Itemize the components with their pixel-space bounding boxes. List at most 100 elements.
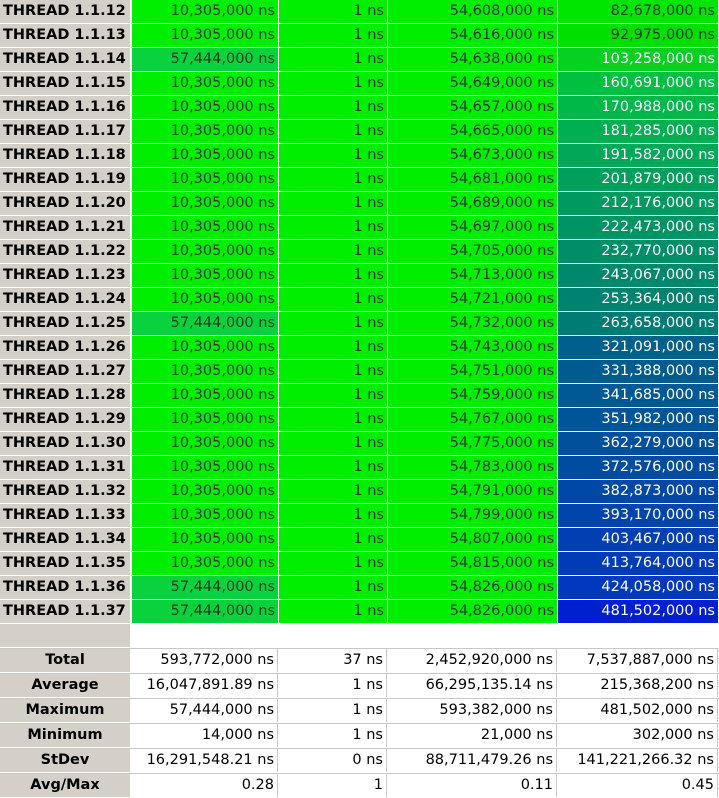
cell-time: 57,444,000 ns (132, 600, 278, 623)
row-header[interactable]: THREAD 1.1.20 (0, 192, 131, 215)
summary-label[interactable]: Average (0, 674, 131, 697)
cell-total-time: 201,879,000 ns (558, 168, 718, 191)
cell-wait-time: 54,697,000 ns (388, 216, 557, 239)
cell-time: 10,305,000 ns (132, 408, 278, 431)
cell-time: 10,305,000 ns (132, 144, 278, 167)
cell-wait-time: 54,775,000 ns (388, 432, 557, 455)
summary-value: 1 ns (279, 674, 387, 697)
cell-time: 10,305,000 ns (132, 72, 278, 95)
row-header[interactable]: THREAD 1.1.32 (0, 480, 131, 503)
cell-wait-time: 54,713,000 ns (388, 264, 557, 287)
cell-min-time: 1 ns (279, 48, 387, 71)
cell-total-time: 160,691,000 ns (558, 72, 718, 95)
table-row: THREAD 1.1.17 10,305,000 ns 1 ns 54,665,000… (0, 120, 719, 144)
cell-min-time: 1 ns (279, 312, 387, 335)
summary-value: 66,295,135.14 ns (388, 674, 557, 697)
row-header[interactable]: THREAD 1.1.36 (0, 576, 131, 599)
row-header[interactable]: THREAD 1.1.34 (0, 528, 131, 551)
summary-label[interactable]: Avg/Max (0, 774, 131, 797)
table-row: THREAD 1.1.36 57,444,000 ns 1 ns 54,826,000… (0, 576, 719, 600)
row-header[interactable] (0, 624, 131, 647)
table-row: THREAD 1.1.35 10,305,000 ns 1 ns 54,815,000… (0, 552, 719, 576)
cell-time: 57,444,000 ns (132, 48, 278, 71)
cell-wait-time: 54,689,000 ns (388, 192, 557, 215)
table-row: THREAD 1.1.24 10,305,000 ns 1 ns 54,721,000… (0, 288, 719, 312)
row-header[interactable]: THREAD 1.1.23 (0, 264, 131, 287)
cell-total-time: 341,685,000 ns (558, 384, 718, 407)
cell-min-time: 1 ns (279, 216, 387, 239)
row-header[interactable]: THREAD 1.1.18 (0, 144, 131, 167)
cell-time: 10,305,000 ns (132, 456, 278, 479)
cell-total-time: 263,658,000 ns (558, 312, 718, 335)
row-header[interactable]: THREAD 1.1.12 (0, 0, 131, 23)
cell-min-time: 1 ns (279, 528, 387, 551)
cell-time: 10,305,000 ns (132, 480, 278, 503)
table-row: THREAD 1.1.29 10,305,000 ns 1 ns 54,767,000… (0, 408, 719, 432)
cell-total-time: 372,576,000 ns (558, 456, 718, 479)
cell-wait-time: 54,791,000 ns (388, 480, 557, 503)
table-row: THREAD 1.1.28 10,305,000 ns 1 ns 54,759,000… (0, 384, 719, 408)
summary-value: 0.45 (558, 774, 718, 797)
summary-label[interactable]: StDev (0, 749, 131, 772)
row-header[interactable]: THREAD 1.1.35 (0, 552, 131, 575)
table-row: THREAD 1.1.23 10,305,000 ns 1 ns 54,713,000… (0, 264, 719, 288)
summary-label[interactable]: Total (0, 649, 131, 672)
row-header[interactable]: THREAD 1.1.24 (0, 288, 131, 311)
cell-wait-time: 54,807,000 ns (388, 528, 557, 551)
row-header[interactable]: THREAD 1.1.14 (0, 48, 131, 71)
cell-min-time: 1 ns (279, 456, 387, 479)
cell-min-time: 1 ns (279, 96, 387, 119)
row-header[interactable]: THREAD 1.1.22 (0, 240, 131, 263)
row-header[interactable]: THREAD 1.1.31 (0, 456, 131, 479)
summary-value: 141,221,266.32 ns (558, 749, 718, 772)
table-row: THREAD 1.1.25 57,444,000 ns 1 ns 54,732,000… (0, 312, 719, 336)
table-row: THREAD 1.1.15 10,305,000 ns 1 ns 54,649,000… (0, 72, 719, 96)
row-header[interactable]: THREAD 1.1.16 (0, 96, 131, 119)
row-header[interactable]: THREAD 1.1.28 (0, 384, 131, 407)
cell-time: 10,305,000 ns (132, 120, 278, 143)
row-header[interactable]: THREAD 1.1.26 (0, 336, 131, 359)
table-row: THREAD 1.1.30 10,305,000 ns 1 ns 54,775,000… (0, 432, 719, 456)
cell-wait-time: 54,815,000 ns (388, 552, 557, 575)
cell-min-time: 1 ns (279, 432, 387, 455)
cell-time: 10,305,000 ns (132, 96, 278, 119)
summary-value: 2,452,920,000 ns (388, 649, 557, 672)
cell-total-time: 413,764,000 ns (558, 552, 718, 575)
row-header[interactable]: THREAD 1.1.25 (0, 312, 131, 335)
summary-value: 0.28 (132, 774, 278, 797)
row-header[interactable]: THREAD 1.1.17 (0, 120, 131, 143)
table-row: THREAD 1.1.14 57,444,000 ns 1 ns 54,638,000… (0, 48, 719, 72)
cell-min-time: 1 ns (279, 504, 387, 527)
cell-time: 10,305,000 ns (132, 168, 278, 191)
summary-value: 481,502,000 ns (558, 699, 718, 722)
row-header[interactable]: THREAD 1.1.29 (0, 408, 131, 431)
row-header[interactable]: THREAD 1.1.27 (0, 360, 131, 383)
cell-total-time: 481,502,000 ns (558, 600, 718, 623)
cell-time: 10,305,000 ns (132, 552, 278, 575)
row-header[interactable]: THREAD 1.1.21 (0, 216, 131, 239)
cell-time: 10,305,000 ns (132, 24, 278, 47)
row-header[interactable]: THREAD 1.1.37 (0, 600, 131, 623)
summary-label[interactable]: Minimum (0, 724, 131, 747)
table-row: THREAD 1.1.31 10,305,000 ns 1 ns 54,783,000… (0, 456, 719, 480)
cell-min-time: 1 ns (279, 240, 387, 263)
row-header[interactable]: THREAD 1.1.15 (0, 72, 131, 95)
cell-wait-time: 54,732,000 ns (388, 312, 557, 335)
table-row: THREAD 1.1.16 10,305,000 ns 1 ns 54,657,000… (0, 96, 719, 120)
cell-min-time: 1 ns (279, 168, 387, 191)
summary-value: 1 ns (279, 699, 387, 722)
cell-time: 57,444,000 ns (132, 576, 278, 599)
row-header[interactable]: THREAD 1.1.13 (0, 24, 131, 47)
cell-wait-time: 54,743,000 ns (388, 336, 557, 359)
row-header[interactable]: THREAD 1.1.30 (0, 432, 131, 455)
cell-min-time: 1 ns (279, 288, 387, 311)
cell-min-time: 1 ns (279, 480, 387, 503)
row-header[interactable]: THREAD 1.1.19 (0, 168, 131, 191)
table-row: THREAD 1.1.22 10,305,000 ns 1 ns 54,705,000… (0, 240, 719, 264)
row-header[interactable]: THREAD 1.1.33 (0, 504, 131, 527)
cell-time: 10,305,000 ns (132, 336, 278, 359)
cell-time: 10,305,000 ns (132, 288, 278, 311)
cell-wait-time: 54,616,000 ns (388, 24, 557, 47)
summary-label[interactable]: Maximum (0, 699, 131, 722)
